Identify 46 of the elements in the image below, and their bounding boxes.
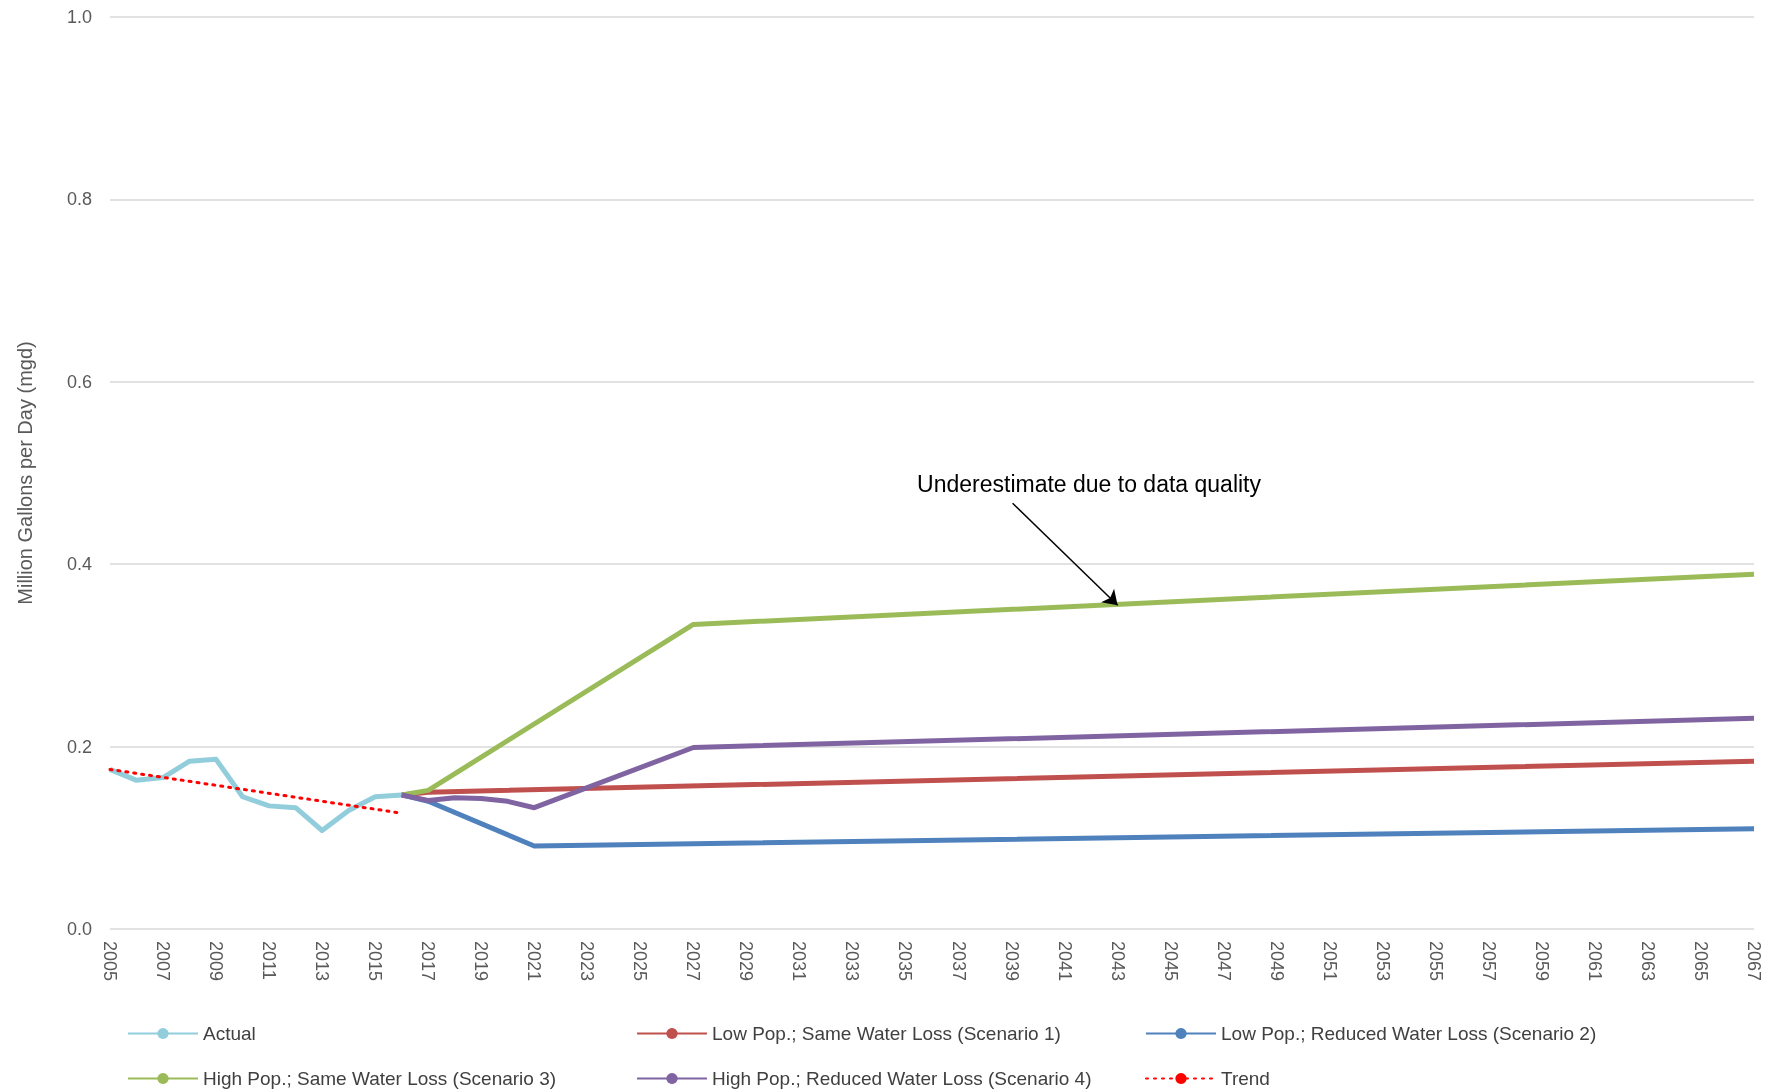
x-tick-label: 2029 <box>736 941 757 982</box>
x-tick-label: 2041 <box>1054 941 1075 982</box>
x-tick-label: 2043 <box>1107 941 1128 982</box>
legend-label: High Pop.; Reduced Water Loss (Scenario 4) <box>712 1068 1092 1089</box>
y-tick-label: 0.0 <box>66 919 92 939</box>
x-tick-label: 2021 <box>524 941 545 982</box>
x-tick-label: 2063 <box>1637 941 1658 982</box>
y-tick-label: 1.0 <box>66 7 92 27</box>
x-tick-label: 2045 <box>1160 941 1181 982</box>
x-tick-label: 2017 <box>418 941 439 982</box>
y-axis-title: Million Gallons per Day (mgd) <box>14 341 36 605</box>
x-tick-label: 2035 <box>895 941 916 982</box>
x-tick-label: 2037 <box>948 941 969 982</box>
y-tick-label: 0.6 <box>66 371 92 392</box>
x-tick-label: 2059 <box>1531 941 1552 982</box>
legend-label: Trend <box>1221 1068 1270 1089</box>
x-tick-label: 2025 <box>630 941 651 982</box>
legend-label: Low Pop.; Same Water Loss (Scenario 1) <box>712 1023 1061 1044</box>
legend-label: High Pop.; Same Water Loss (Scenario 3) <box>203 1068 557 1089</box>
x-tick-label: 2039 <box>1001 941 1022 982</box>
x-tick-label: 2009 <box>206 941 227 982</box>
x-tick-label: 2053 <box>1372 941 1393 982</box>
x-tick-label: 2049 <box>1266 941 1287 982</box>
x-tick-label: 2047 <box>1213 941 1234 982</box>
y-tick-label: 0.2 <box>66 736 92 757</box>
x-tick-label: 2057 <box>1478 941 1499 982</box>
x-tick-label: 2019 <box>471 941 492 982</box>
annotation: Underestimate due to data quality <box>917 470 1262 497</box>
x-tick-label: 2027 <box>683 941 704 982</box>
x-tick-label: 2055 <box>1425 941 1446 982</box>
legend-label: Low Pop.; Reduced Water Loss (Scenario 2) <box>1221 1023 1597 1044</box>
x-tick-label: 2033 <box>842 941 863 982</box>
x-tick-label: 2011 <box>259 941 280 980</box>
x-tick-label: 2065 <box>1690 941 1711 982</box>
x-tick-label: 2013 <box>312 941 333 982</box>
x-tick-label: 2061 <box>1584 941 1605 982</box>
y-tick-label: 0.4 <box>66 554 92 575</box>
x-tick-label: 2031 <box>789 941 810 982</box>
x-tick-label: 2023 <box>577 941 598 982</box>
x-tick-label: 2067 <box>1744 941 1764 982</box>
y-tick-label: 0.8 <box>66 189 92 210</box>
x-tick-label: 2015 <box>365 941 386 982</box>
legend-label: Actual <box>203 1023 256 1044</box>
x-tick-label: 2007 <box>153 941 174 982</box>
x-tick-label: 2051 <box>1319 941 1340 982</box>
x-tick-label: 2005 <box>100 941 120 982</box>
